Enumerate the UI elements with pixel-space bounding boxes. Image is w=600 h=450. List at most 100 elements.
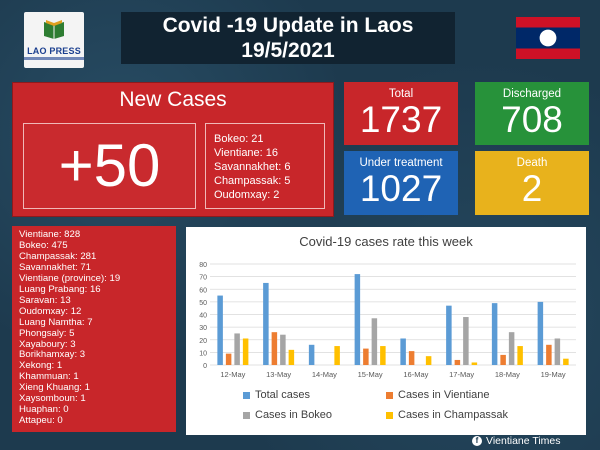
- province-totals-list: Vientiane: 828 Bokeo: 475 Champassak: 281 S…: [12, 226, 176, 432]
- bar-cases-in-champassak: [471, 362, 478, 365]
- bar-cases-in-champassak: [517, 346, 523, 365]
- page-date: 19/5/2021: [241, 39, 335, 62]
- province-total-item: Xayaboury: 3: [19, 338, 76, 350]
- province-total-item: Savannakhet: 71: [19, 261, 92, 273]
- bar-total-cases: [537, 301, 544, 365]
- new-case-province: Bokeo: 21: [214, 133, 264, 145]
- bar-cases-in-bokeo: [508, 332, 515, 365]
- under-treatment-label: Under treatment: [359, 157, 443, 169]
- total-value: 1737: [359, 99, 443, 140]
- province-total-item: Champassak: 281: [19, 250, 97, 262]
- y-tick-label: 80: [199, 262, 207, 269]
- new-case-province: Savannakhet: 6: [214, 161, 291, 173]
- y-tick-label: 70: [199, 275, 207, 282]
- death-tile: Death 2: [475, 151, 589, 215]
- bar-cases-in-vientiane: [225, 353, 232, 365]
- bar-total-cases: [446, 305, 452, 365]
- source-credit: f Vientiane Times: [472, 435, 561, 447]
- bar-cases-in-champassak: [380, 346, 386, 365]
- bar-cases-in-vientiane: [546, 344, 552, 365]
- chart-title: Covid-19 cases rate this week: [299, 234, 473, 249]
- province-total-item: Vientiane (province): 19: [19, 272, 121, 284]
- province-total-item: Bokeo: 475: [19, 239, 68, 251]
- province-total-item: Xieng Khuang: 1: [19, 382, 90, 394]
- death-label: Death: [516, 157, 548, 169]
- new-case-province: Champassak: 5: [214, 175, 291, 187]
- legend-label: Cases in Bokeo: [255, 409, 332, 421]
- new-cases-heading: New Cases: [119, 88, 227, 111]
- x-tick-label: 14-May: [312, 370, 337, 379]
- laos-flag-icon: [516, 17, 580, 59]
- y-tick-label: 50: [199, 300, 207, 307]
- x-tick-label: 17-May: [449, 370, 474, 379]
- facebook-icon: f: [472, 436, 482, 446]
- under-treatment-value: 1027: [359, 168, 443, 209]
- x-tick-label: 12-May: [220, 370, 245, 379]
- province-total-item: Xaysomboun: 1: [19, 393, 86, 405]
- page-title: Covid -19 Update in Laos: [162, 14, 414, 37]
- legend-label: Total cases: [255, 389, 311, 401]
- logo-underline: [24, 57, 84, 60]
- new-cases-panel: New Cases +50 Bokeo: 21 Vientiane: 16 Sa…: [12, 82, 334, 217]
- y-tick-label: 20: [199, 338, 207, 345]
- bar-cases-in-bokeo: [371, 318, 378, 365]
- province-total-item: Khammuan: 1: [19, 371, 79, 383]
- legend-label: Cases in Champassak: [398, 409, 509, 421]
- province-total-item: Huaphan: 0: [19, 404, 69, 416]
- new-case-province: Oudomxay: 2: [214, 189, 280, 201]
- bar-total-cases: [400, 338, 406, 365]
- x-tick-label: 13-May: [266, 370, 291, 379]
- province-total-item: Attapeu: 0: [19, 415, 63, 427]
- lao-press-logo: LAO PRESS: [24, 12, 84, 68]
- bar-total-cases: [354, 274, 361, 365]
- bar-cases-in-champassak: [242, 338, 249, 365]
- bar-cases-in-champassak: [288, 349, 295, 365]
- bar-cases-in-vientiane: [408, 351, 415, 365]
- death-value: 2: [521, 168, 543, 209]
- x-tick-label: 15-May: [358, 370, 383, 379]
- source-name: Vientiane Times: [486, 435, 561, 447]
- bar-cases-in-bokeo: [554, 338, 561, 365]
- y-tick-label: 0: [203, 363, 207, 370]
- bar-cases-in-vientiane: [454, 359, 461, 365]
- legend-swatch: [386, 392, 393, 399]
- province-total-item: Oudomxay: 12: [19, 305, 82, 317]
- chart-svg: Covid-19 cases rate this week 0 10 20 30 40 50…: [199, 234, 576, 421]
- bar-cases-in-champassak: [563, 358, 569, 365]
- new-cases-by-province: Bokeo: 21 Vientiane: 16 Savannakhet: 6 C…: [205, 123, 325, 209]
- total-tile: Total 1737: [344, 82, 458, 145]
- new-case-province: Vientiane: 16: [214, 147, 279, 159]
- bar-cases-in-vientiane: [500, 354, 506, 365]
- under-treatment-tile: Under treatment 1027: [344, 151, 458, 215]
- weekly-cases-chart: Covid-19 cases rate this week 0 10 20 30 40 50…: [186, 227, 586, 435]
- bar-cases-in-bokeo: [463, 317, 469, 365]
- legend-swatch: [386, 412, 393, 419]
- new-cases-value: +50: [23, 123, 196, 209]
- bar-total-cases: [217, 295, 223, 365]
- x-tick-label: 16-May: [403, 370, 428, 379]
- bar-cases-in-bokeo: [234, 333, 240, 365]
- province-total-item: Borikhamxay: 3: [19, 349, 86, 361]
- province-total-item: Luang Namtha: 7: [19, 316, 93, 328]
- bar-total-cases: [308, 344, 315, 365]
- province-total-item: Xekong: 1: [19, 360, 63, 372]
- discharged-label: Discharged: [502, 88, 562, 100]
- legend-label: Cases in Vientiane: [398, 389, 490, 401]
- logo-text: LAO PRESS: [27, 46, 81, 56]
- x-tick-label: 19-May: [541, 370, 566, 379]
- bar-cases-in-champassak: [425, 356, 432, 365]
- province-total-item: Phongsaly: 5: [19, 327, 75, 339]
- discharged-value: 708: [501, 99, 563, 140]
- bar-total-cases: [263, 282, 269, 365]
- y-tick-label: 10: [199, 350, 207, 357]
- bar-cases-in-champassak: [334, 346, 340, 365]
- discharged-tile: Discharged 708: [475, 82, 589, 145]
- legend-swatch: [243, 392, 250, 399]
- title-banner: Covid -19 Update in Laos 19/5/2021: [121, 12, 455, 64]
- bar-cases-in-vientiane: [271, 332, 278, 365]
- book-icon: [44, 20, 64, 39]
- x-tick-label: 18-May: [495, 370, 520, 379]
- province-total-item: Saravan: 13: [19, 294, 71, 306]
- y-tick-label: 30: [199, 325, 207, 332]
- y-tick-label: 40: [199, 313, 207, 320]
